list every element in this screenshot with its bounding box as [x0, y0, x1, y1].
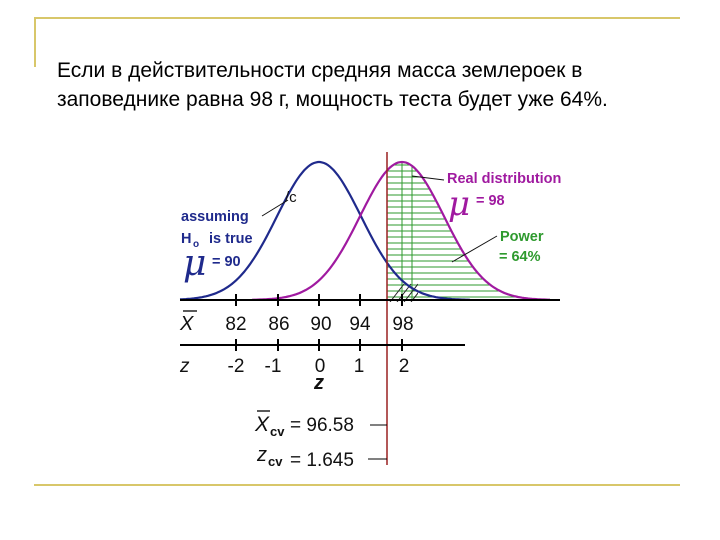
- null-label-assuming: assuming: [181, 209, 249, 225]
- z-tick-label: 1: [354, 356, 365, 377]
- xcv-value: = 96.58: [290, 415, 354, 436]
- z-axis-ticks: [235, 339, 403, 351]
- xcv-symbol: X: [254, 413, 270, 436]
- z-tick-label: -1: [265, 356, 282, 377]
- slide-text-line-1: Если в действительности средняя масса зе…: [57, 59, 583, 82]
- x-tick-label: 98: [392, 314, 413, 335]
- zcv-value: = 1.645: [290, 450, 354, 471]
- null-distribution-curve: [179, 160, 471, 301]
- null-mu-symbol: μ: [183, 243, 206, 284]
- real-distribution-curve: [251, 160, 550, 301]
- x-tick-label: 82: [225, 314, 246, 335]
- real-distribution-label: Real distribution: [447, 171, 561, 187]
- null-label-h: H: [181, 231, 191, 247]
- null-label-is-true: is true: [209, 231, 253, 247]
- x-axis-ticks: [235, 294, 403, 306]
- z-axis-label: z: [179, 356, 190, 377]
- slide-frame-bottom: [34, 484, 680, 486]
- real-mu-symbol: μ: [448, 184, 470, 224]
- null-label-subscript: o: [193, 239, 199, 250]
- z-tick-label: 0: [315, 356, 326, 377]
- xcv-subscript: cv: [270, 424, 285, 439]
- x-tick-label: 90: [310, 314, 331, 335]
- slide-frame-top: [34, 17, 680, 19]
- curve-annotation: /c: [285, 189, 297, 206]
- power-label: Power: [500, 229, 544, 245]
- z-tick-label: 2: [399, 356, 410, 377]
- x-tick-label: 94: [349, 314, 371, 335]
- slide-text-line-2: заповеднике равна 98 г, мощность теста б…: [57, 88, 608, 111]
- real-label-leader: [411, 175, 445, 181]
- z-center-label: z: [313, 372, 324, 394]
- z-tick-label: -2: [228, 356, 245, 377]
- slide-frame-left: [34, 17, 36, 67]
- power-label-leader: [451, 235, 498, 263]
- zcv-symbol: z: [256, 444, 267, 466]
- null-mu-value: = 90: [212, 254, 241, 270]
- null-label-leader: [261, 199, 289, 217]
- x-axis-label: X: [179, 313, 194, 335]
- power-value: = 64%: [499, 249, 541, 265]
- slide-text: Если в действительности средняя масса зе…: [57, 56, 697, 114]
- real-mu-value: = 98: [476, 193, 505, 209]
- zcv-subscript: cv: [268, 454, 283, 469]
- x-tick-label: 86: [268, 314, 289, 335]
